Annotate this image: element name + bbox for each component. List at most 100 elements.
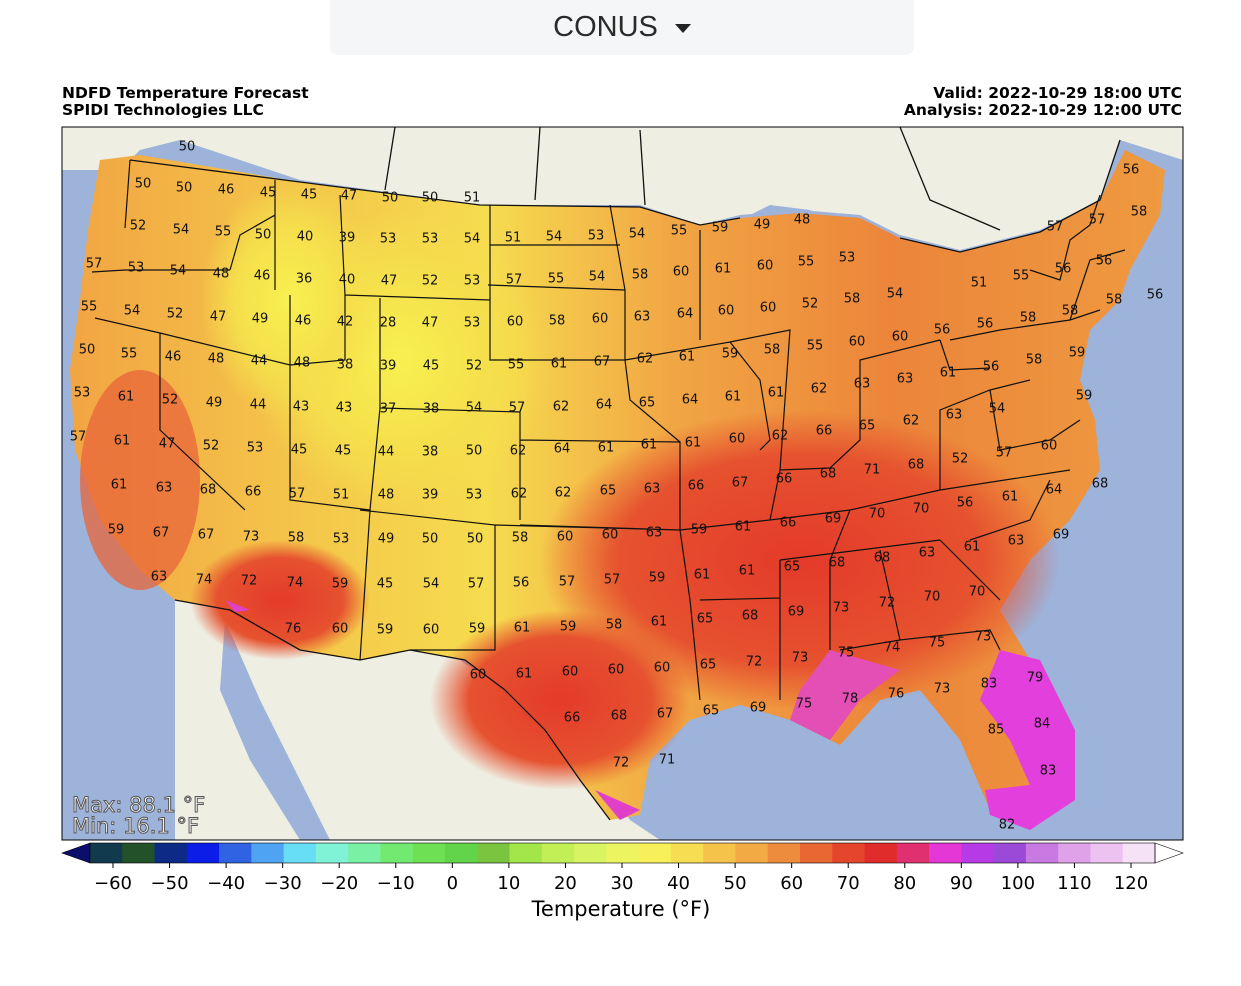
temperature-label: 63 (644, 482, 661, 497)
temperature-label: 52 (422, 274, 439, 289)
temperature-label: 56 (1147, 288, 1164, 303)
temperature-label: 60 (557, 530, 574, 545)
temperature-label: 60 (654, 661, 671, 676)
region-select-label: CONUS (553, 11, 658, 43)
temperature-label: 58 (1131, 205, 1148, 220)
temperature-label: 54 (423, 577, 440, 592)
temperature-label: 66 (780, 516, 797, 531)
temperature-label: 45 (423, 359, 440, 374)
temperature-label: 39 (380, 359, 397, 374)
temperature-label: 53 (74, 386, 91, 401)
temperature-label: 53 (128, 261, 145, 276)
temperature-label: 70 (924, 590, 941, 605)
temperature-label: 38 (423, 402, 440, 417)
temperature-label: 71 (659, 753, 676, 768)
temperature-label: 54 (589, 270, 606, 285)
temperature-label: 68 (908, 458, 925, 473)
temperature-label: 48 (213, 267, 230, 282)
temperature-label: 61 (725, 390, 742, 405)
temperature-label: 70 (913, 502, 930, 517)
map-header-left: NDFD Temperature Forecast SPIDI Technolo… (62, 85, 309, 119)
texas-warm-area (430, 610, 690, 790)
temperature-label: 57 (559, 575, 576, 590)
colorbar-segment (219, 843, 252, 863)
colorbar-segment (154, 843, 188, 863)
temperature-label: 62 (772, 429, 789, 444)
south-texas-hot-area (595, 790, 640, 820)
temperature-label: 61 (641, 438, 658, 453)
temperature-label: 54 (466, 401, 483, 416)
colorbar-min-extension (61, 842, 91, 864)
temperature-label: 36 (296, 272, 313, 287)
temperature-label: 62 (903, 414, 920, 429)
map-title: NDFD Temperature Forecast (62, 84, 309, 102)
colorbar-segment (929, 843, 962, 863)
colorbar-segment (767, 843, 801, 863)
colorbar-segment (251, 843, 285, 863)
florida-hot-area (980, 650, 1075, 830)
region-select[interactable]: CONUS (330, 0, 914, 55)
colorbar-segment (412, 843, 446, 863)
colorbar-tick-label: −20 (320, 873, 358, 894)
country-borders (129, 127, 1121, 821)
temperature-label: 65 (639, 396, 656, 411)
min-temp-label: Min: 16.1 °F (72, 814, 199, 838)
colorbar-tick-label: 100 (1001, 873, 1035, 894)
colorbar-tick-label: −60 (94, 873, 132, 894)
temperature-label: 50 (466, 444, 483, 459)
temperature-label: 60 (470, 668, 487, 683)
colorbar-max-extension (1154, 842, 1184, 864)
temperature-label: 61 (111, 478, 128, 493)
temperature-label: 63 (1008, 534, 1025, 549)
temperature-label: 74 (884, 641, 901, 656)
temperature-label: 71 (864, 463, 881, 478)
colorbar-tick-label: 10 (497, 873, 520, 894)
temperature-label: 72 (613, 756, 630, 771)
temperature-label: 70 (969, 585, 986, 600)
colorbar (61, 842, 1184, 864)
temperature-label: 69 (825, 512, 842, 527)
yuma-hot-area (225, 600, 250, 612)
temperature-label: 54 (464, 232, 481, 247)
temperature-label: 40 (297, 230, 314, 245)
temperature-label: 55 (807, 339, 824, 354)
colorbar-segment (896, 843, 930, 863)
temperature-label: 62 (811, 382, 828, 397)
state-borders (91, 159, 1126, 701)
temperature-label: 53 (333, 532, 350, 547)
temperature-label: 63 (854, 377, 871, 392)
temperature-label: 59 (712, 221, 729, 236)
colorbar-segment (703, 843, 736, 863)
temperature-label: 61 (598, 441, 615, 456)
temperature-label: 68 (829, 556, 846, 571)
temperature-label: 58 (606, 618, 623, 633)
temperature-label: 62 (555, 486, 572, 501)
caret-down-icon (674, 24, 691, 33)
colorbar-segment (315, 843, 349, 863)
temperature-label: 46 (295, 314, 312, 329)
temperature-label: 60 (562, 665, 579, 680)
temperature-label: 63 (919, 546, 936, 561)
temperature-label: 50 (135, 177, 152, 192)
temperature-label: 49 (378, 532, 395, 547)
temperature-label: 60 (332, 622, 349, 637)
temperature-label: 42 (337, 315, 354, 330)
temperature-label: 73 (833, 601, 850, 616)
temperature-label: 61 (940, 366, 957, 381)
analysis-time: Analysis: 2022-10-29 12:00 UTC (903, 101, 1182, 119)
temperature-label: 60 (423, 623, 440, 638)
temperature-label: 67 (732, 476, 749, 491)
colorbar-segment (1090, 843, 1124, 863)
california-warm-area (80, 370, 200, 590)
temperature-label: 51 (971, 276, 988, 291)
temperature-label: 39 (422, 488, 439, 503)
temperature-label: 52 (167, 307, 184, 322)
colorbar-title: Temperature (°F) (531, 897, 711, 921)
temperature-label: 50 (79, 343, 96, 358)
colorbar-segment (445, 843, 478, 863)
max-temp-label: Max: 88.1 °F (72, 793, 205, 817)
colorbar-segment (477, 843, 511, 863)
temperature-label: 60 (592, 312, 609, 327)
temperature-label: 59 (1069, 346, 1086, 361)
